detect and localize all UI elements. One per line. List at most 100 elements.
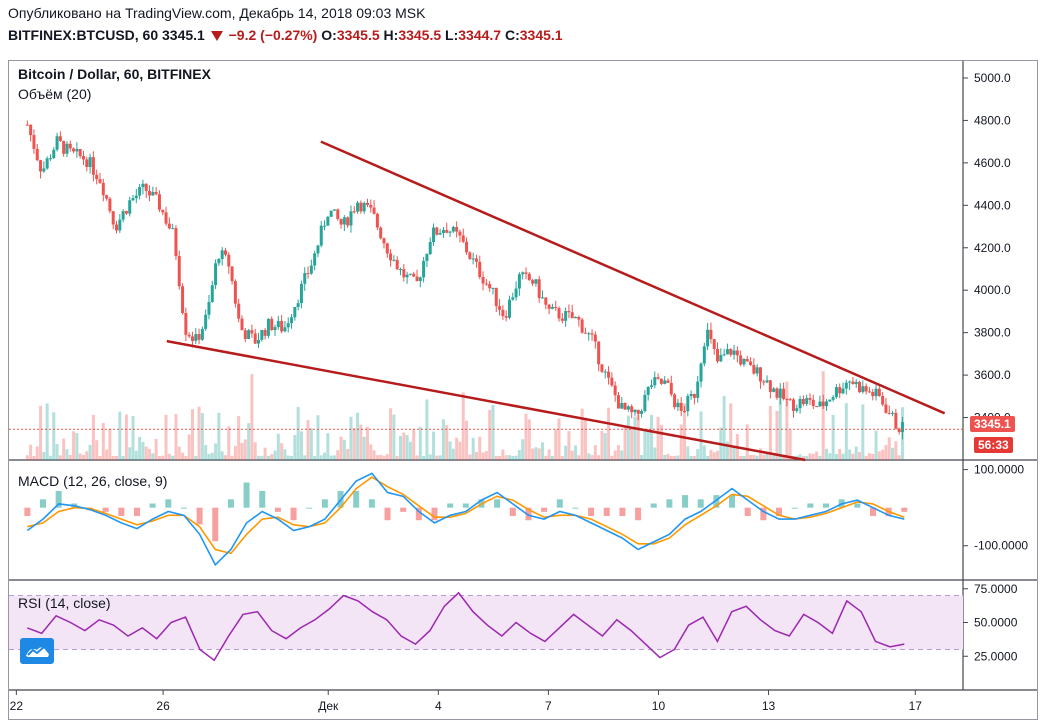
down-arrow-icon: [210, 31, 223, 42]
candle-body: [151, 191, 155, 196]
bar-countdown-tag: 56:33: [974, 437, 1013, 453]
volume-bar: [716, 450, 720, 460]
macd-histogram-bar: [274, 507, 281, 512]
close-label: C:: [504, 27, 520, 43]
candle-body: [115, 224, 119, 231]
candle-body: [679, 402, 683, 411]
macd-histogram-bar: [400, 507, 407, 512]
candle-body: [498, 306, 502, 310]
macd-histogram-bar: [447, 503, 454, 508]
volume-bar: [316, 415, 320, 460]
candle-body: [517, 274, 521, 289]
candle-body: [217, 258, 221, 264]
candle-body: [121, 211, 125, 220]
candle-body: [111, 211, 115, 225]
candle-body: [610, 377, 614, 386]
candle-body: [306, 273, 310, 275]
candle-body: [474, 258, 478, 262]
volume-bar: [504, 455, 508, 460]
volume-bar: [174, 414, 178, 460]
macd-histogram-bar: [822, 503, 829, 508]
volume-bar: [696, 449, 700, 460]
candle-body: [521, 272, 525, 275]
volume-bar: [557, 418, 561, 460]
volume-bar: [124, 414, 128, 460]
candle-body: [220, 250, 224, 259]
candle-body: [309, 265, 313, 274]
macd-histogram-bar: [682, 495, 689, 508]
volume-bar: [758, 448, 762, 460]
candle-body: [362, 202, 366, 212]
candle-body: [428, 241, 432, 255]
candle-body: [342, 217, 346, 225]
candle-body: [81, 156, 85, 160]
candle-body: [749, 361, 753, 365]
volume-bar: [712, 452, 716, 460]
volume-bar: [752, 454, 756, 460]
volume-bar: [303, 455, 307, 460]
candle-body: [134, 195, 138, 199]
candle-body: [266, 318, 270, 336]
candle-body: [85, 159, 89, 168]
candle-body: [841, 388, 845, 394]
macd-histogram-bar: [321, 499, 328, 508]
volume-bar: [620, 450, 624, 460]
volume-bar: [864, 455, 868, 460]
volume-bar: [408, 441, 412, 460]
candle-body: [48, 158, 52, 160]
volume-bar: [72, 431, 76, 460]
volume-bar: [342, 439, 346, 460]
price-tick-label: 4200.0: [974, 241, 1011, 255]
volume-bar: [35, 446, 39, 460]
candle-body: [101, 182, 105, 196]
volume-bar: [356, 412, 360, 460]
volume-bar: [432, 431, 436, 460]
volume-bar: [280, 443, 284, 460]
volume-bar: [610, 455, 614, 460]
candle-body: [583, 332, 587, 334]
candle-body: [666, 380, 670, 383]
low-value: 3344.7: [458, 27, 502, 43]
volume-bar: [673, 455, 677, 460]
volume-bar: [161, 455, 165, 460]
candle-body: [778, 388, 782, 398]
volume-bar: [164, 414, 168, 460]
volume-bar: [838, 448, 842, 460]
candle-body: [98, 179, 102, 183]
macd-histogram-bar: [55, 490, 62, 508]
volume-bar: [405, 435, 409, 460]
price-tick-label: 4800.0: [974, 113, 1011, 127]
candle-body: [131, 198, 135, 201]
volume-bar: [722, 395, 726, 460]
volume-bar: [851, 453, 855, 460]
volume-bar: [352, 428, 356, 460]
candle-body: [58, 136, 62, 141]
candle-body: [167, 223, 171, 229]
volume-bar: [197, 406, 201, 460]
macd-histogram-bar: [525, 507, 532, 521]
macd-histogram-bar: [744, 507, 751, 517]
volume-bar: [623, 425, 627, 460]
candle-body: [894, 412, 898, 429]
candle-body: [210, 285, 214, 302]
macd-histogram-bar: [635, 507, 642, 521]
volume-bar: [392, 414, 396, 460]
volume-bar: [435, 455, 439, 460]
candle-body: [554, 306, 558, 309]
macd-histogram-bar: [196, 507, 203, 525]
volume-bar: [676, 455, 680, 460]
candle-body: [78, 149, 82, 157]
volume-bar: [778, 397, 782, 460]
volume-bar: [768, 406, 772, 460]
volume-bar: [223, 455, 227, 460]
candle-body: [646, 386, 650, 395]
volume-bar: [844, 403, 848, 460]
macd-histogram-bar: [572, 507, 579, 509]
candle-body: [316, 245, 320, 254]
volume-bar: [580, 408, 584, 460]
volume-bar: [583, 417, 587, 460]
candle-body: [425, 254, 429, 261]
volume-bar: [451, 448, 455, 460]
tradingview-logo-icon[interactable]: [20, 638, 54, 664]
